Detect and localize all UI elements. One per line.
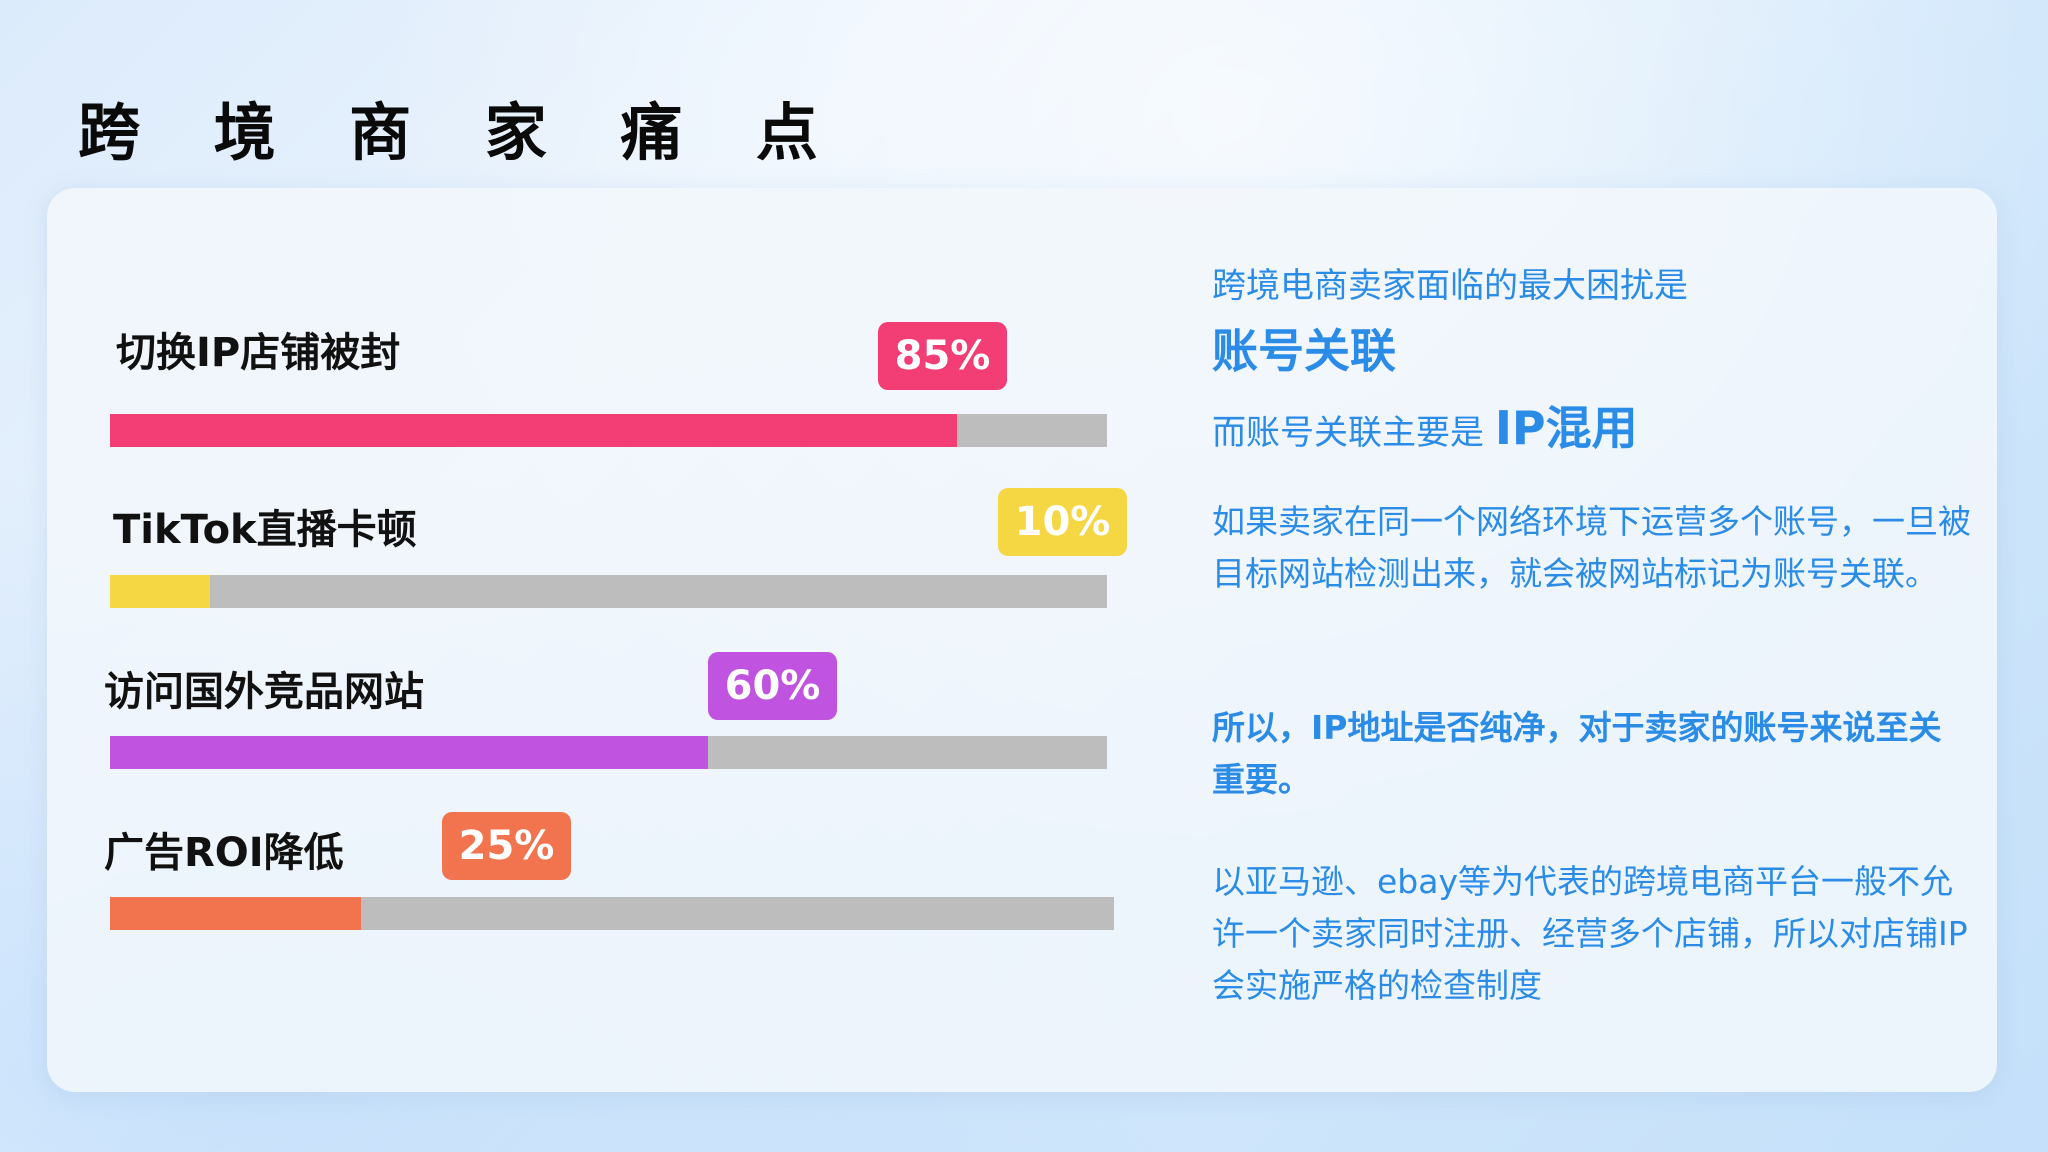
percent-badge: 10% <box>998 488 1127 556</box>
progress-fill <box>110 414 958 447</box>
highlight-account-association: 账号关联 <box>1212 324 1396 378</box>
progress-fill <box>110 897 361 930</box>
pain-point-label: 广告ROI降低 <box>104 830 344 876</box>
paragraph-1: 如果卖家在同一个网络环境下运营多个账号，一旦被目标网站检测出来，就会被网站标记为… <box>1212 502 1971 593</box>
progress-bar <box>110 736 1107 769</box>
cause-prefix: 而账号关联主要是 <box>1212 413 1495 453</box>
pain-point-label: 切换IP店铺被封 <box>116 330 401 376</box>
percent-badge: 60% <box>708 652 837 720</box>
content-card <box>47 188 1997 1092</box>
cause-line: 而账号关联主要是 IP混用 <box>1212 392 1638 458</box>
paragraph-3: 以亚马逊、ebay等为代表的跨境电商平台一般不允许一个卖家同时注册、经营多个店铺… <box>1212 862 1968 1005</box>
percent-badge: 85% <box>878 322 1007 390</box>
pain-point-label: TikTok直播卡顿 <box>113 507 417 553</box>
paragraph-2: 所以，IP地址是否纯净，对于卖家的账号来说至关重要。 <box>1212 708 1942 799</box>
progress-fill <box>110 575 210 608</box>
highlight-ip-mixing: IP混用 <box>1494 401 1638 455</box>
intro-text: 跨境电商卖家面临的最大困扰是 <box>1212 266 1688 306</box>
progress-fill <box>110 736 709 769</box>
percent-badge: 25% <box>442 812 571 880</box>
progress-bar <box>110 897 1114 930</box>
page-title: 跨 境 商 家 痛 点 <box>78 96 844 169</box>
progress-bar <box>110 414 1107 447</box>
progress-bar <box>110 575 1107 608</box>
pain-point-label: 访问国外竞品网站 <box>104 669 424 715</box>
